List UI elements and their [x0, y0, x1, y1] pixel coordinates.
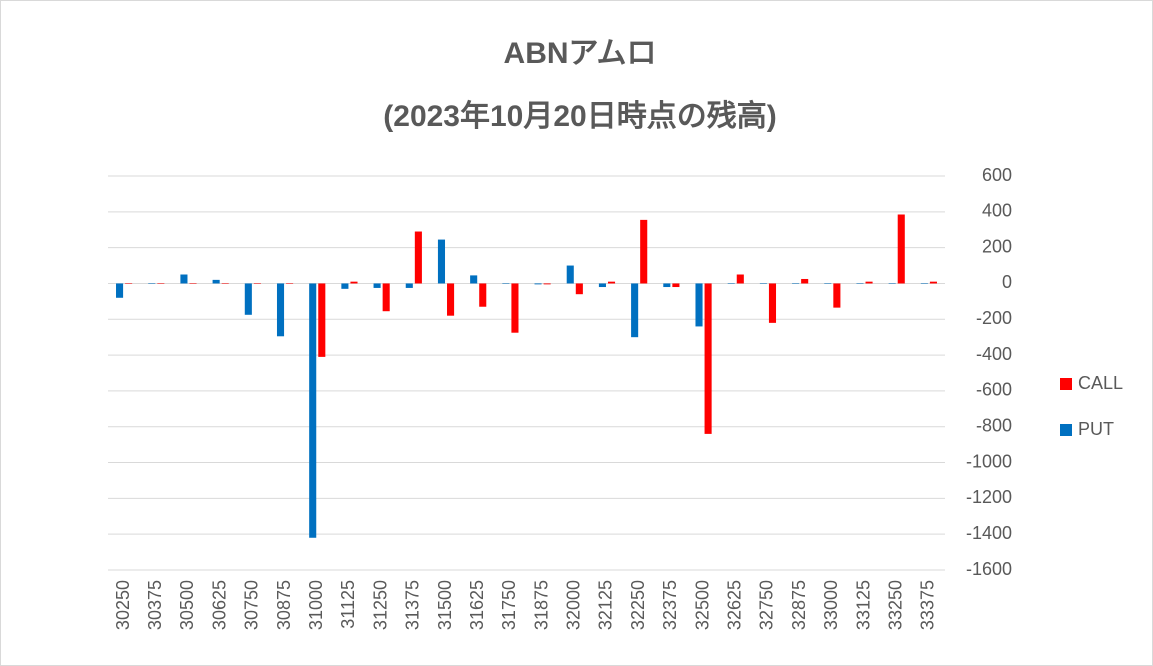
bar	[318, 283, 326, 357]
bar	[663, 283, 671, 288]
bar	[856, 283, 864, 284]
bar	[920, 283, 928, 284]
bar	[575, 283, 583, 295]
y-tick-label: -200	[976, 308, 1012, 328]
bar	[598, 283, 606, 288]
bar	[373, 283, 381, 288]
y-tick-label: -1600	[966, 559, 1012, 579]
legend-swatch	[1060, 424, 1072, 436]
bar	[543, 283, 551, 285]
bar	[382, 283, 390, 312]
x-tick-label: 30875	[274, 580, 294, 630]
x-tick-label: 32375	[660, 580, 680, 630]
x-tick-label: 30500	[177, 580, 197, 630]
bar	[888, 283, 896, 284]
bar	[534, 283, 542, 285]
bar	[212, 279, 220, 284]
bar	[897, 214, 905, 284]
bar	[437, 239, 446, 284]
x-tick-label: 30375	[145, 580, 165, 630]
x-tick-label: 31875	[531, 580, 551, 630]
y-tick-label: -400	[976, 344, 1012, 364]
bar	[833, 283, 841, 308]
chart-title: ABNアムロ	[504, 37, 657, 70]
y-tick-label: 0	[1002, 272, 1012, 292]
x-tick-label: 33250	[885, 580, 905, 630]
bar	[180, 274, 188, 284]
bar	[695, 283, 703, 327]
bar	[865, 281, 873, 284]
x-tick-label: 32125	[596, 580, 616, 630]
bar	[759, 283, 767, 284]
x-tick-label: 33125	[853, 580, 873, 630]
bar	[607, 281, 616, 284]
y-tick-label: 200	[982, 236, 1012, 256]
x-tick-label: 32500	[692, 580, 712, 630]
bar	[792, 283, 800, 284]
bar	[189, 283, 197, 284]
y-tick-label: -1400	[966, 523, 1012, 543]
bar	[640, 219, 648, 284]
bar	[736, 274, 744, 284]
x-tick-label: 31125	[338, 580, 358, 629]
bar	[414, 231, 422, 284]
x-tick-label: 31375	[403, 580, 423, 630]
bar	[929, 281, 937, 284]
legend-label: CALL	[1078, 373, 1123, 393]
bar	[125, 283, 133, 284]
chart-subtitle: (2023年10月20日時点の残高)	[383, 100, 776, 133]
bar	[157, 283, 165, 284]
bar	[350, 281, 358, 284]
bar	[511, 283, 519, 333]
bar	[309, 283, 317, 538]
y-tick-label: 600	[982, 165, 1012, 185]
x-tick-label: 32250	[628, 580, 648, 630]
bar	[470, 275, 478, 284]
bar	[502, 283, 510, 284]
x-tick-label: 33000	[821, 580, 841, 630]
x-tick-label: 31000	[306, 580, 326, 630]
bar	[824, 283, 832, 284]
x-tick-label: 32000	[564, 580, 584, 630]
bar	[405, 283, 413, 288]
bar	[244, 283, 252, 315]
x-tick-label: 33375	[918, 580, 938, 630]
bar	[727, 283, 735, 284]
bar	[704, 283, 712, 434]
bar	[276, 283, 285, 337]
x-tick-label: 32750	[757, 580, 777, 630]
bar	[341, 283, 349, 289]
bar	[253, 283, 261, 284]
y-tick-label: -1200	[966, 487, 1012, 507]
bar	[566, 265, 574, 284]
bar	[221, 283, 229, 284]
bar	[286, 283, 294, 284]
x-tick-label: 30750	[242, 580, 262, 630]
bar	[447, 283, 455, 316]
bar	[148, 283, 156, 284]
legend-label: PUT	[1078, 419, 1114, 439]
x-tick-label: 31750	[499, 580, 519, 630]
bar	[631, 283, 639, 338]
x-tick-label: 31500	[435, 580, 455, 630]
y-tick-label: -800	[976, 415, 1012, 435]
x-tick-label: 31625	[467, 580, 487, 630]
legend-swatch	[1060, 378, 1072, 390]
bar	[801, 278, 809, 284]
bar	[672, 283, 680, 288]
y-tick-label: 400	[982, 201, 1012, 221]
x-tick-label: 30625	[209, 580, 229, 630]
x-tick-label: 31250	[370, 580, 390, 630]
bar	[479, 283, 487, 307]
y-tick-label: -600	[976, 380, 1012, 400]
y-tick-label: -1000	[966, 451, 1012, 471]
bar	[116, 283, 124, 298]
x-tick-label: 32625	[725, 580, 745, 630]
x-tick-label: 30250	[113, 580, 133, 630]
x-tick-label: 32875	[789, 580, 809, 630]
bar	[768, 283, 777, 323]
